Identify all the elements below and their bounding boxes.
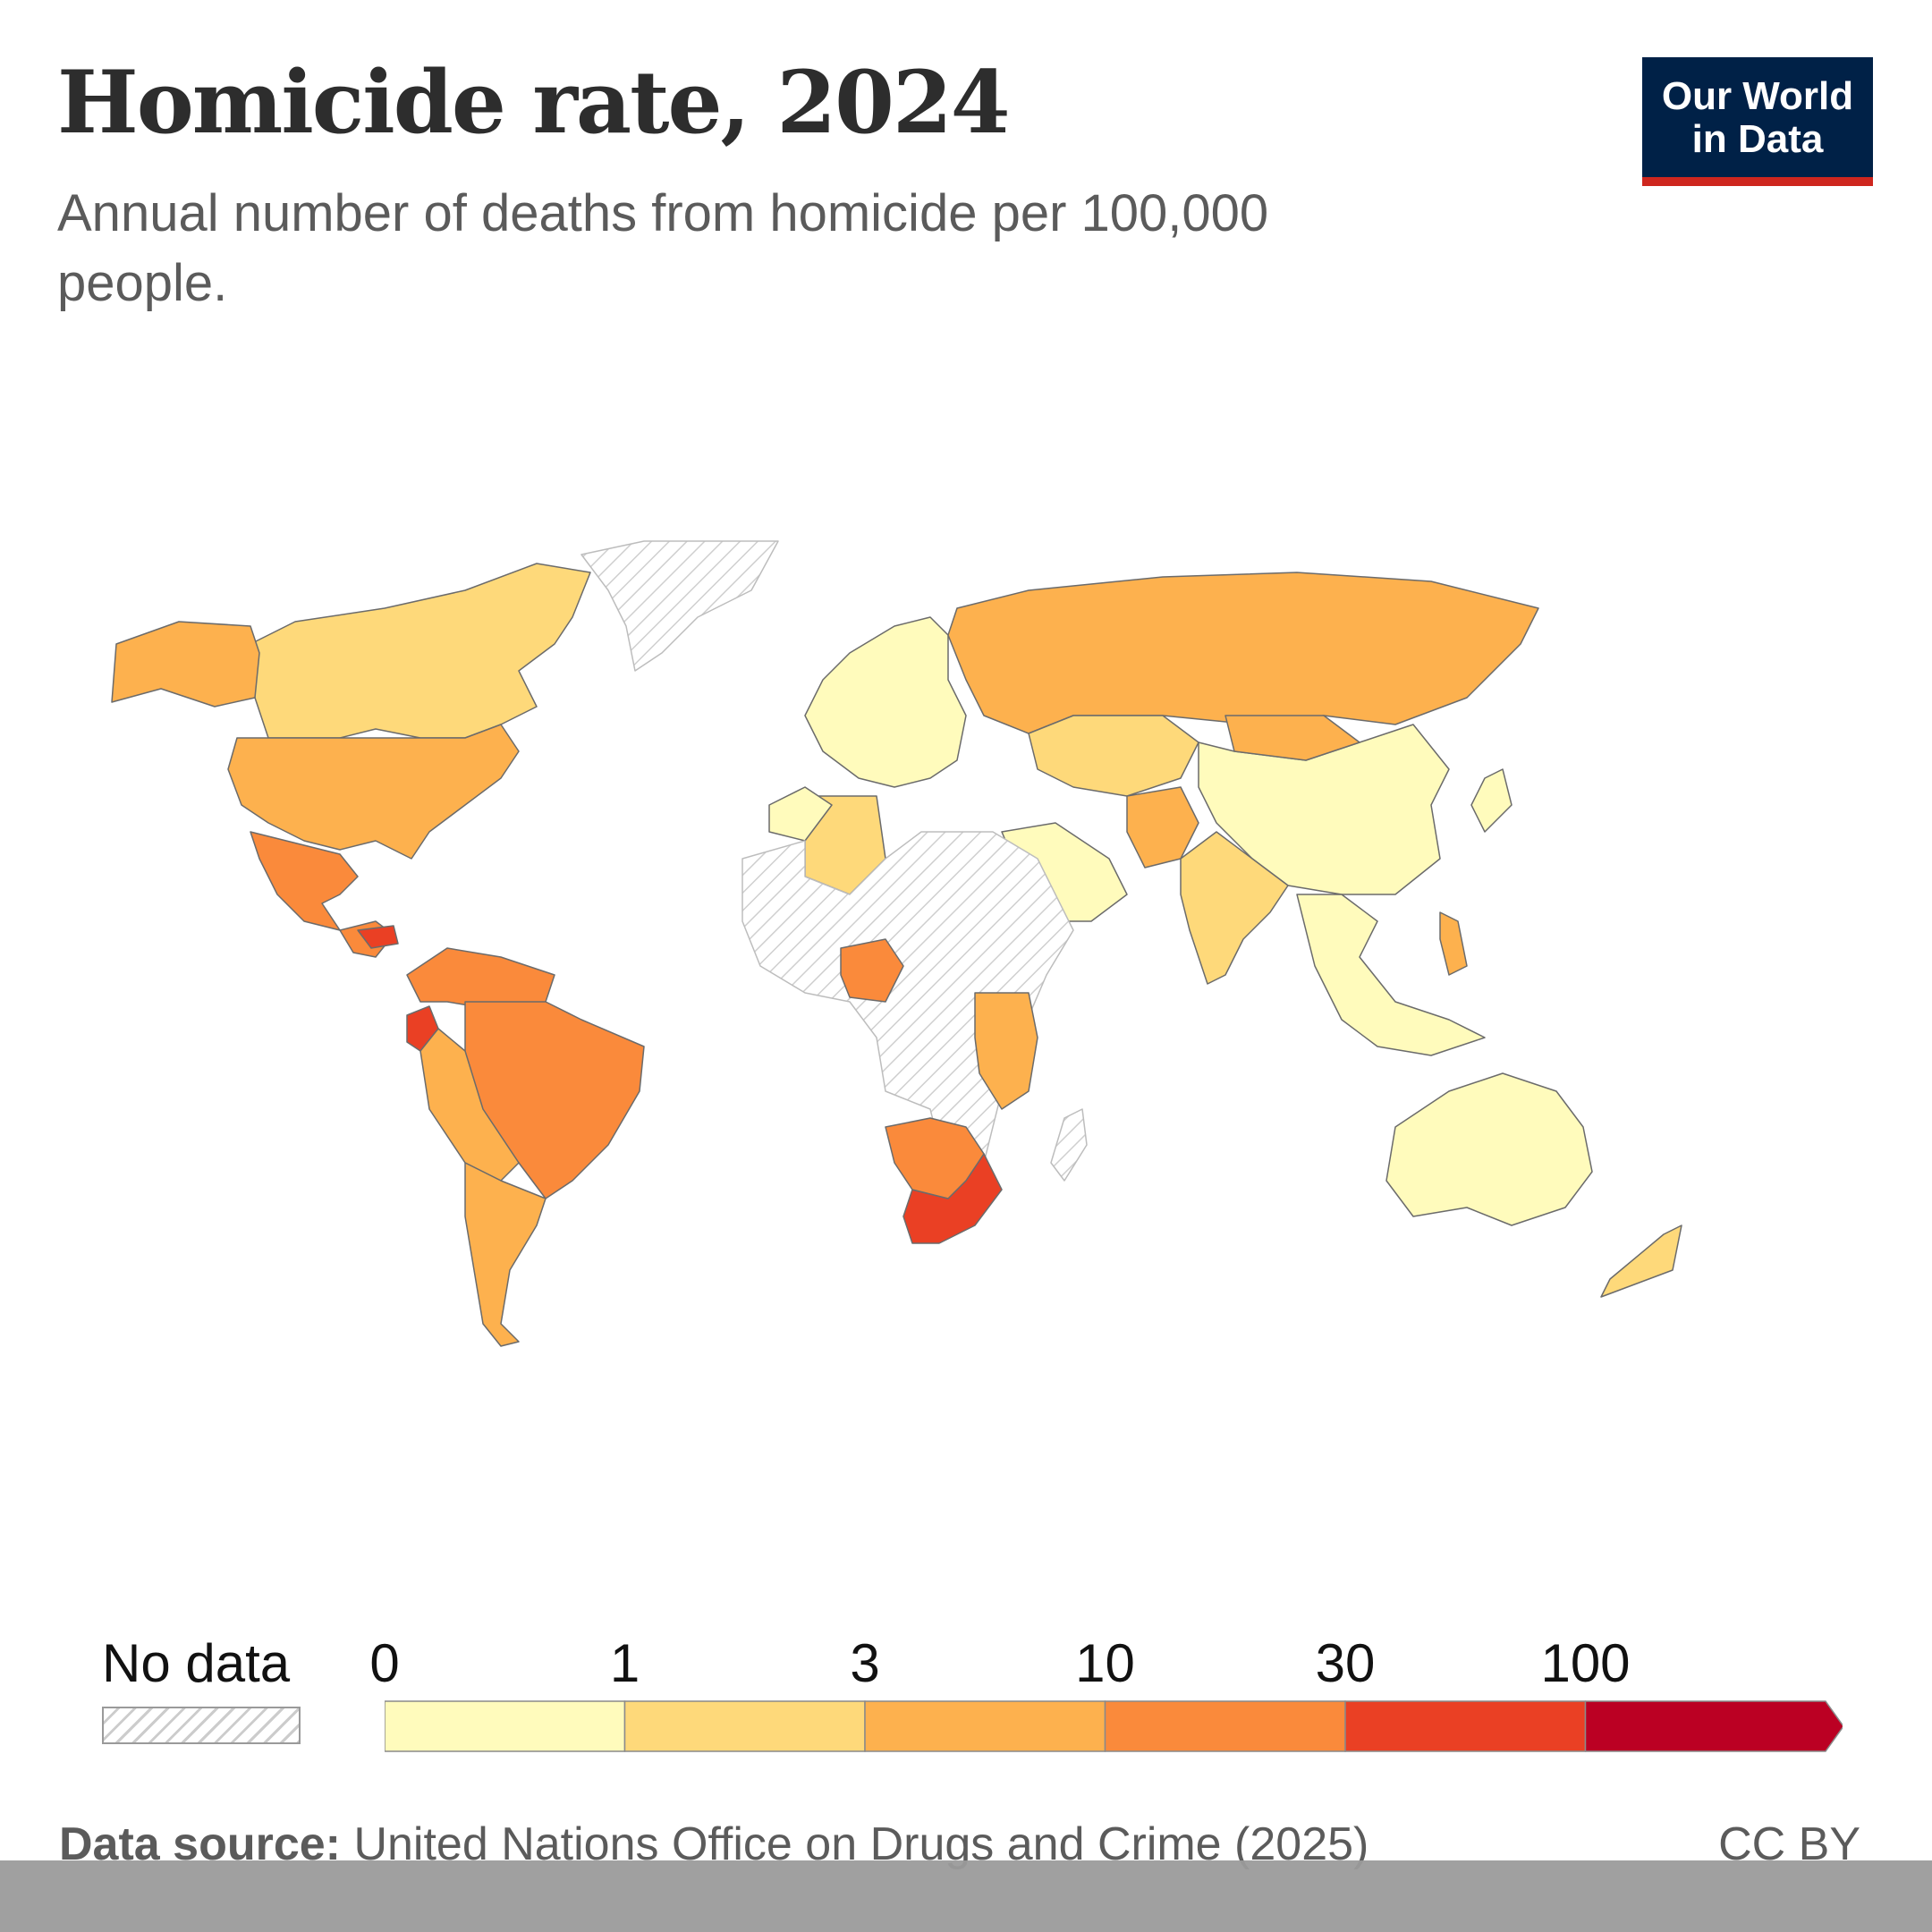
bottom-overlay-bar xyxy=(0,1860,1932,1932)
legend-tick-3: 3 xyxy=(850,1633,880,1693)
legend-bin-30-100[interactable] xyxy=(1344,1700,1587,1752)
region-namibia-botswana[interactable] xyxy=(885,1117,985,1199)
region-new-zealand[interactable] xyxy=(1600,1224,1682,1298)
region-madagascar[interactable] xyxy=(1050,1108,1088,1182)
world-map[interactable] xyxy=(0,537,1932,1431)
region-australia[interactable] xyxy=(1385,1072,1593,1226)
region-morocco[interactable] xyxy=(768,786,833,842)
region-peru-bolivia[interactable] xyxy=(419,1028,520,1182)
region-mongolia[interactable] xyxy=(1224,715,1360,761)
legend-tick-1: 1 xyxy=(609,1633,640,1693)
region-india[interactable] xyxy=(1180,831,1289,985)
legend-tick-100: 100 xyxy=(1540,1633,1631,1693)
chart-title: Homicide rate, 2024 xyxy=(57,52,1011,153)
logo-line-1: Our World xyxy=(1661,74,1854,118)
region-nigeria[interactable] xyxy=(840,938,904,1003)
region-east-africa[interactable] xyxy=(974,992,1038,1110)
legend-bin-1-3[interactable] xyxy=(623,1700,866,1752)
owid-logo[interactable]: Our World in Data xyxy=(1642,57,1873,186)
legend-tick-10: 10 xyxy=(1075,1633,1135,1693)
legend-bin-10-30[interactable] xyxy=(1104,1700,1346,1752)
region-mexico[interactable] xyxy=(250,831,359,931)
logo-line-2: in Data xyxy=(1691,117,1824,161)
region-pakistan-afghanistan[interactable] xyxy=(1126,786,1199,869)
chart-subtitle: Annual number of deaths from homicide pe… xyxy=(57,184,1269,312)
region-russia[interactable] xyxy=(947,572,1539,734)
region-canada[interactable] xyxy=(250,563,591,739)
legend-bin-3-10[interactable] xyxy=(864,1700,1106,1752)
region-alaska[interactable] xyxy=(111,621,260,708)
legend-color-scale xyxy=(385,1700,1843,1752)
legend-no-data-label: No data xyxy=(102,1633,291,1693)
region-greenland[interactable] xyxy=(580,540,779,672)
legend-bin-0-1[interactable] xyxy=(385,1700,626,1752)
region-japan[interactable] xyxy=(1470,768,1513,833)
legend-tick-30: 30 xyxy=(1315,1633,1376,1693)
legend-bin-100+[interactable] xyxy=(1584,1700,1843,1752)
region-kazakhstan-central-asia[interactable] xyxy=(1028,715,1199,797)
region-southeast-asia[interactable] xyxy=(1296,894,1486,1056)
region-philippines[interactable] xyxy=(1439,911,1468,976)
region-honduras[interactable] xyxy=(357,925,399,949)
legend-no-data-swatch xyxy=(102,1707,301,1744)
region-argentina-chile[interactable] xyxy=(464,1162,547,1347)
region-united-states[interactable] xyxy=(227,724,520,860)
region-europe[interactable] xyxy=(804,616,967,788)
legend-tick-0: 0 xyxy=(369,1633,400,1693)
